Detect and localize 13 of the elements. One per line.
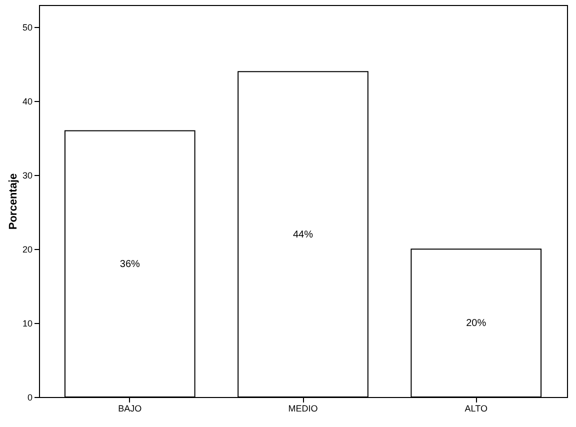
- data-label: 20%: [466, 318, 486, 330]
- x-tick-label: BAJO: [118, 404, 142, 414]
- data-label: 36%: [120, 258, 140, 270]
- y-tick-label: 10: [22, 318, 32, 329]
- y-tick-label: 20: [22, 244, 32, 255]
- y-tick-label: 30: [22, 170, 32, 181]
- y-axis-title: Porcentaje: [7, 173, 20, 230]
- x-tick-label: MEDIO: [288, 404, 318, 414]
- y-tick-label: 50: [22, 22, 32, 33]
- data-label: 44%: [292, 229, 314, 240]
- y-tick-label: 0: [27, 392, 32, 402]
- x-tick-label: ALTO: [464, 404, 488, 414]
- y-tick-label: 40: [22, 96, 32, 107]
